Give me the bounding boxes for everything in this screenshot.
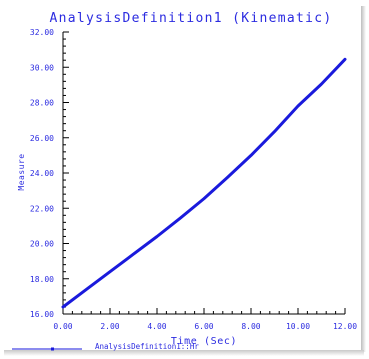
y-tick-label: 28.00	[30, 99, 54, 108]
y-tick-label: 24.00	[30, 169, 54, 178]
x-tick-label: 12.00	[333, 322, 357, 331]
x-axis-label: Time (Sec)	[171, 336, 237, 347]
legend: AnalysisDefinition1::Hr	[12, 342, 199, 351]
y-tick-label: 20.00	[30, 240, 54, 249]
y-tick-label: 22.00	[30, 204, 54, 213]
y-axis-label: Measure	[17, 153, 26, 190]
y-tick-label: 26.00	[30, 134, 54, 143]
legend-label: AnalysisDefinition1::Hr	[95, 342, 199, 351]
legend-swatch-marker	[51, 347, 54, 351]
chart-title: AnalysisDefinition1 (Kinematic)	[50, 11, 333, 26]
window-shadow-right	[361, 6, 366, 352]
y-tick-label: 32.00	[30, 28, 54, 37]
x-tick-label: 10.00	[286, 322, 310, 331]
x-tick-label: 2.00	[100, 322, 119, 331]
y-tick-label: 16.00	[30, 310, 54, 319]
series-group	[61, 57, 347, 309]
series-line	[61, 57, 347, 309]
x-tick-label: 6.00	[194, 322, 213, 331]
y-ticks: 16.00 18.00 20.00 22.00 24.00 26.00 28.00 30.00…	[30, 28, 69, 319]
x-ticks: 0.00 2.00 4.00 6.00 8.00 10.00 12.00	[53, 308, 357, 331]
window-shadow-bottom	[4, 350, 364, 356]
x-tick-label: 8.00	[241, 322, 260, 331]
x-tick-label: 4.00	[147, 322, 166, 331]
y-tick-label: 30.00	[30, 63, 54, 72]
y-tick-label: 18.00	[30, 275, 54, 284]
x-tick-label: 0.00	[53, 322, 72, 331]
